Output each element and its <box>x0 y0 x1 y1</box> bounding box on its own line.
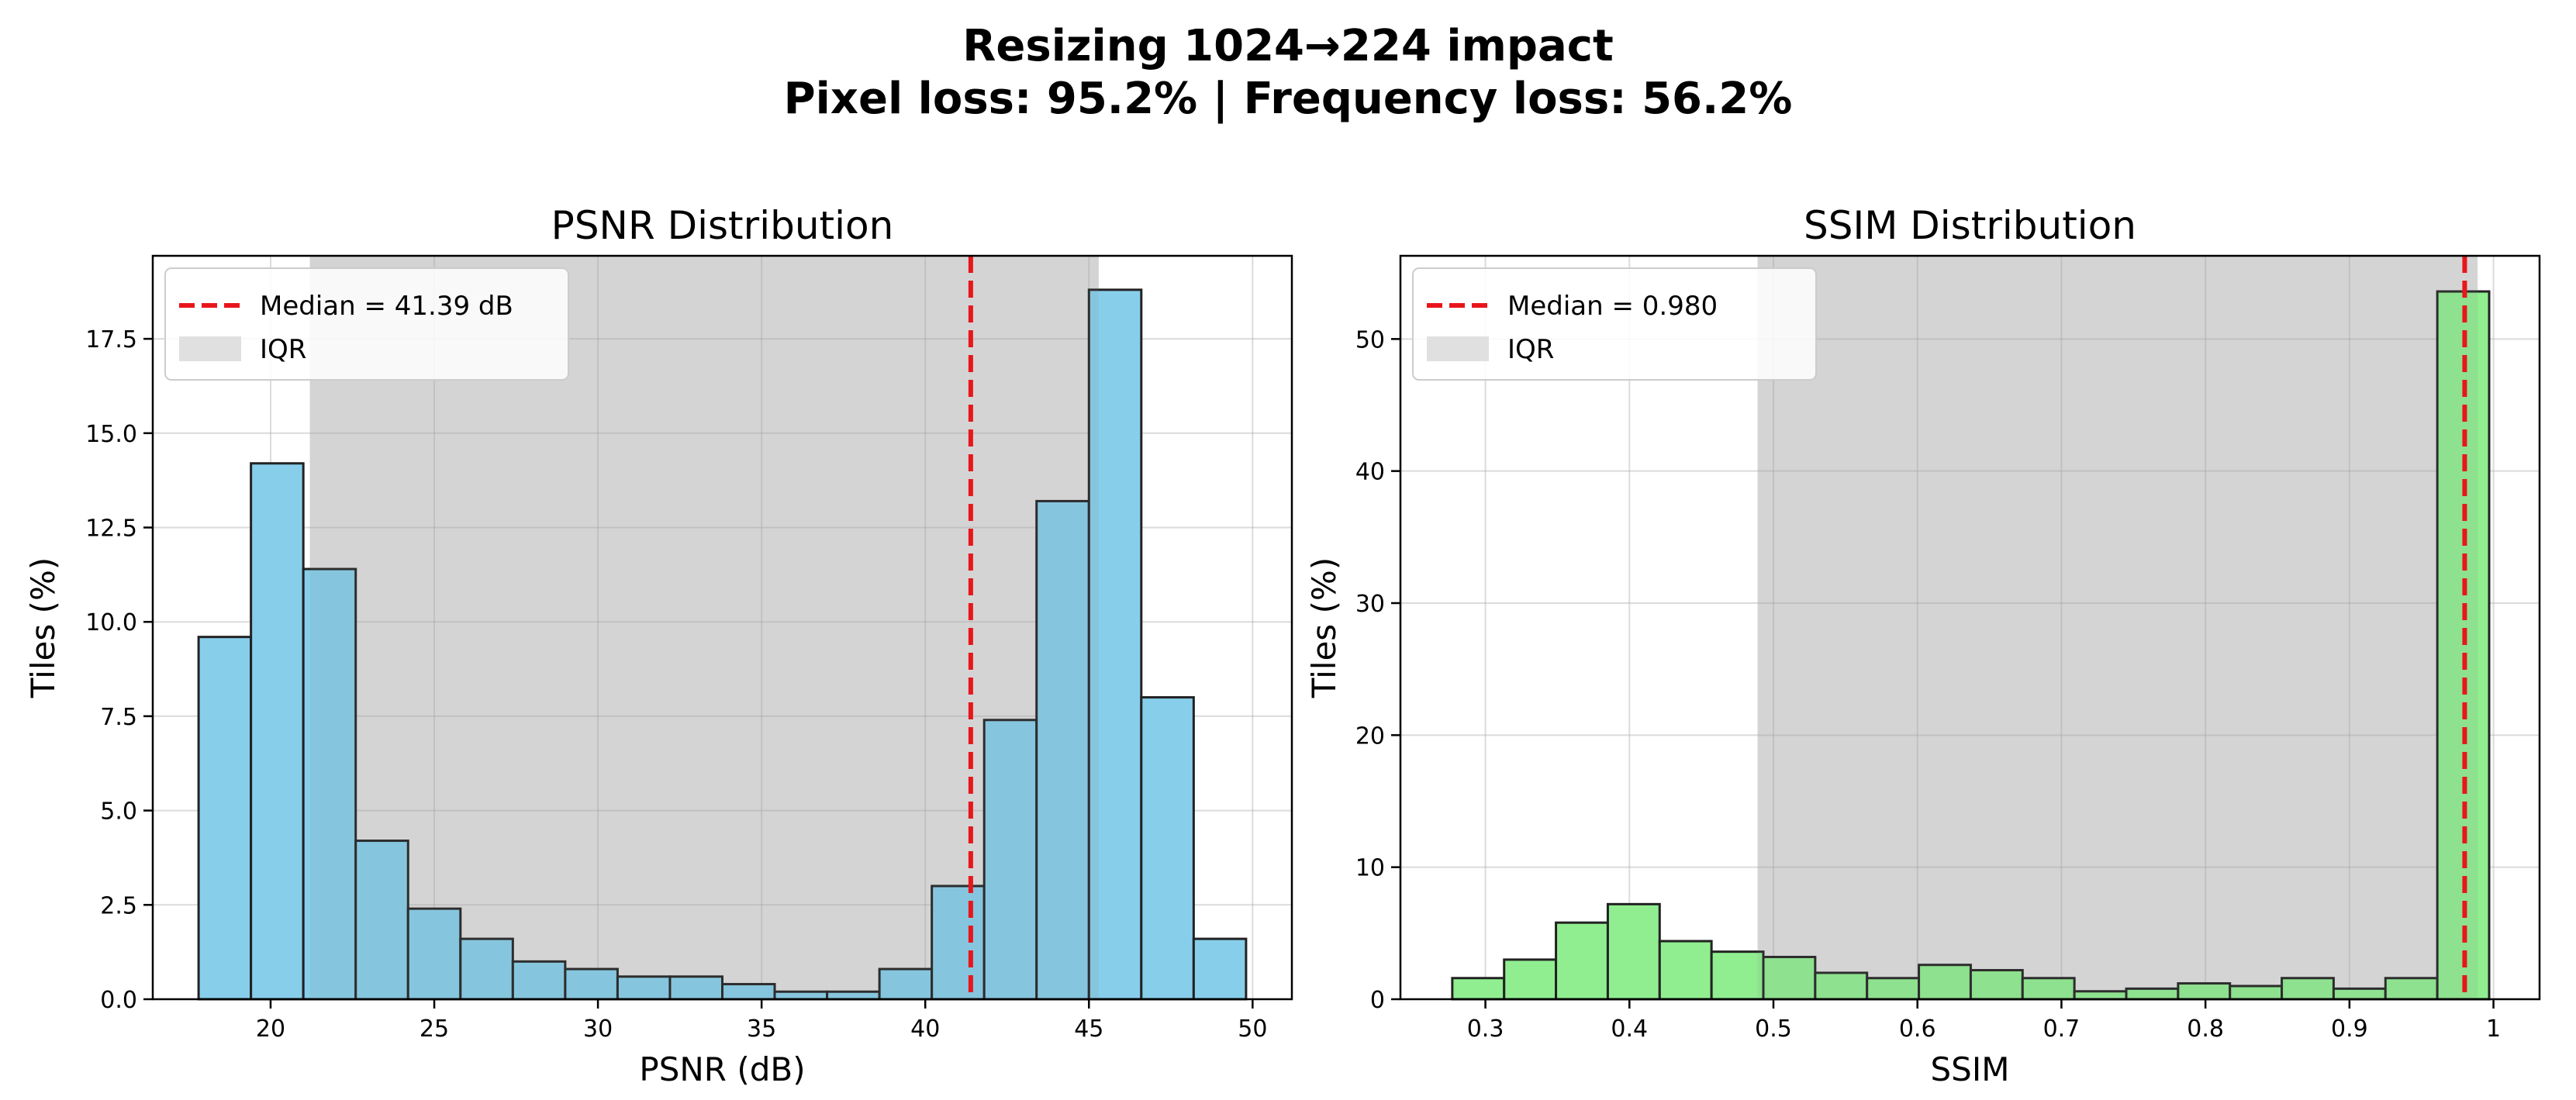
ssim-histogram-bar <box>2021 977 2076 1001</box>
psnr-histogram-panel: 20 25 30 35 40 45 50 0.0 2.5 5.0 7.5 10.0 12.5 15.0 17… <box>24 203 1293 1088</box>
ssim-y-tick-label: 40 <box>1355 459 1385 486</box>
psnr-legend-iqr-label: IQR <box>260 334 306 365</box>
psnr-histogram-bar <box>982 719 1038 1001</box>
ssim-axes-frame <box>1399 254 2541 1001</box>
psnr-histogram-bar <box>406 907 462 1001</box>
psnr-histogram-bar <box>511 960 567 1001</box>
psnr-axes-frame <box>151 254 1293 1001</box>
ssim-y-tick-label: 0 <box>1370 987 1385 1014</box>
ssim-y-tick-label: 10 <box>1355 855 1385 882</box>
ssim-x-tick-label: 0.7 <box>2043 1016 2080 1043</box>
ssim-y-tick-label: 30 <box>1355 591 1385 618</box>
psnr-histogram-bar <box>931 884 986 1001</box>
ssim-iqr-overlay <box>1757 256 2478 999</box>
ssim-x-axis-label: SSIM <box>1931 1050 2010 1088</box>
ssim-y-tick-label: 50 <box>1355 326 1385 353</box>
psnr-y-tick-label: 2.5 <box>100 892 137 919</box>
psnr-histogram-bar <box>197 636 253 1001</box>
ssim-x-tick-label: 0.9 <box>2331 1016 2368 1043</box>
psnr-y-tick-label: 7.5 <box>100 704 137 731</box>
ssim-chart-title: SSIM Distribution <box>1804 203 2136 248</box>
psnr-y-tick-label: 5.0 <box>100 798 137 826</box>
psnr-x-tick-label: 40 <box>910 1016 940 1043</box>
ssim-legend-box <box>1412 267 1817 381</box>
psnr-chart-title: PSNR Distribution <box>551 203 894 248</box>
ssim-histogram-bar <box>1503 958 1558 1001</box>
psnr-histogram-bar <box>1192 937 1248 1001</box>
psnr-x-tick-label: 20 <box>256 1016 285 1043</box>
ssim-histogram-bar <box>1451 977 1506 1001</box>
psnr-x-tick-label: 30 <box>583 1016 613 1043</box>
ssim-x-tick-label: 0.5 <box>1755 1016 1792 1043</box>
ssim-x-tick-label: 0.6 <box>1899 1016 1936 1043</box>
ssim-y-axis-label: Tiles (%) <box>1305 557 1343 698</box>
psnr-y-tick-label: 10.0 <box>85 609 137 636</box>
psnr-x-axis-label: PSNR (dB) <box>639 1050 805 1088</box>
psnr-legend-box <box>164 267 569 381</box>
ssim-legend-median-label: Median = 0.980 <box>1507 291 1718 322</box>
figure-title-line-1: Resizing 1024→224 impact <box>962 21 1613 71</box>
psnr-y-tick-label: 12.5 <box>85 515 137 542</box>
psnr-y-tick-label: 15.0 <box>85 421 137 448</box>
ssim-y-tick-label: 20 <box>1355 722 1385 750</box>
psnr-legend-iqr-swatch <box>179 336 241 361</box>
ssim-histogram-bar <box>1555 921 1609 1001</box>
psnr-y-tick-label: 17.5 <box>85 326 137 353</box>
psnr-histogram-bar <box>302 567 357 1001</box>
psnr-x-tick-label: 45 <box>1074 1016 1103 1043</box>
ssim-histogram-bar <box>1658 940 1713 1001</box>
ssim-x-tick-label: 0.4 <box>1611 1016 1648 1043</box>
psnr-x-tick-label: 35 <box>747 1016 776 1043</box>
ssim-histogram-bar <box>2384 977 2439 1001</box>
ssim-x-tick-label: 1 <box>2486 1016 2501 1043</box>
ssim-histogram-bar <box>1710 950 1765 1001</box>
ssim-histogram-bar <box>2281 977 2335 1001</box>
ssim-x-tick-label: 0.8 <box>2187 1016 2224 1043</box>
ssim-x-tick-label: 0.3 <box>1467 1016 1504 1043</box>
psnr-y-axis-label: Tiles (%) <box>24 557 62 698</box>
psnr-histogram-bar <box>250 462 305 1001</box>
psnr-histogram-bar <box>1140 696 1195 1001</box>
ssim-iqr-span <box>1757 256 2478 999</box>
ssim-legend: Median = 0.980 IQR <box>1412 267 1817 381</box>
ssim-legend-iqr-label: IQR <box>1507 334 1554 365</box>
psnr-x-tick-label: 25 <box>420 1016 449 1043</box>
ssim-histogram-bar <box>1606 902 1661 1001</box>
psnr-legend: Median = 41.39 dB IQR <box>164 267 569 381</box>
psnr-y-tick-label: 0.0 <box>100 987 137 1014</box>
psnr-histogram-bar <box>459 937 514 1001</box>
psnr-x-tick-label: 50 <box>1238 1016 1267 1043</box>
ssim-legend-iqr-swatch <box>1427 336 1489 361</box>
psnr-legend-median-label: Median = 41.39 dB <box>260 291 513 322</box>
figure-title-line-2: Pixel loss: 95.2% | Frequency loss: 56.2… <box>784 74 1793 124</box>
